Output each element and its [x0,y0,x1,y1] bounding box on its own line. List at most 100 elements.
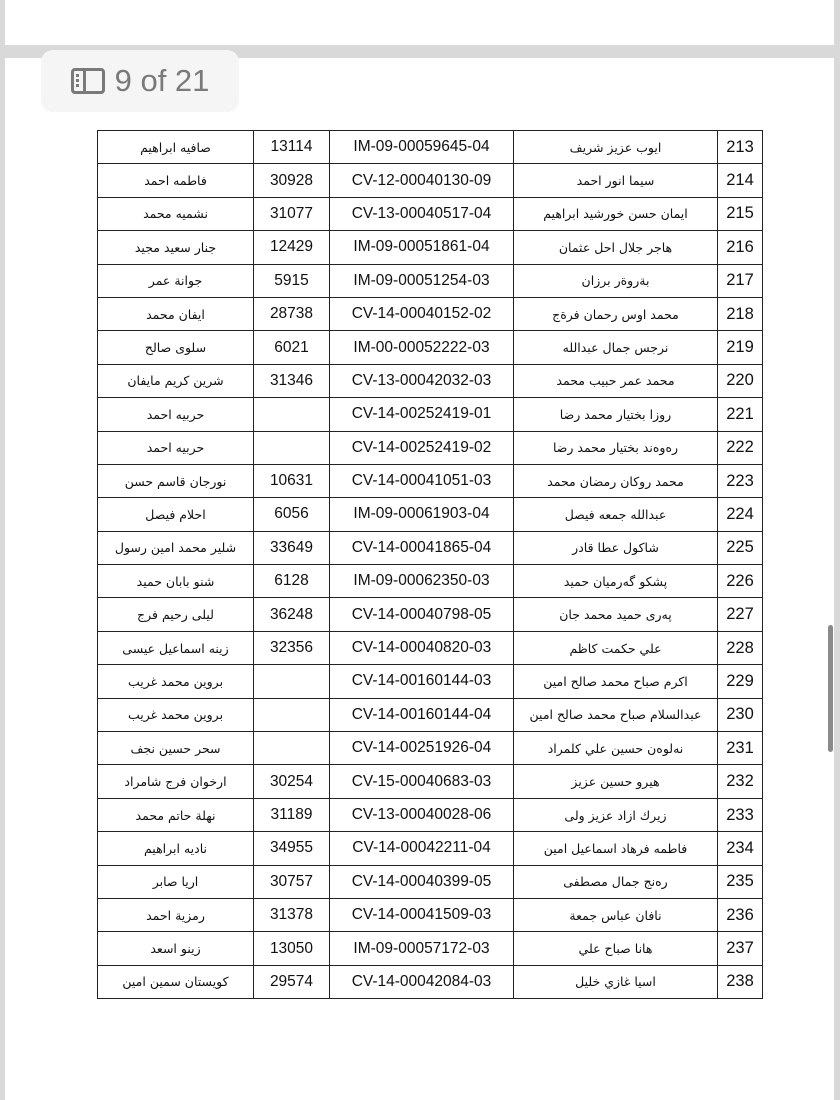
number-cell [253,397,330,432]
number-cell: 13050 [253,931,330,966]
code-cell: IM-09-00057172-03 [329,931,514,966]
code-cell: CV-14-00160144-04 [329,697,514,733]
number-cell [253,697,330,733]
records-table: صافيه ابراهيم 13114 IM-09-00059645-04 ايوب … [97,129,763,1000]
number-cell: 36248 [253,597,330,632]
number-cell: 28738 [253,296,330,332]
row-number-cell: 226 [717,564,763,599]
table-row: بروين محمد غريب CV-14-00160144-04 عبدالسلا… [97,697,763,733]
row-number-cell: 229 [717,664,763,699]
page-indicator[interactable]: 9 of 21 [41,50,239,112]
table-row: بروين محمد غريب CV-14-00160144-03 اكرم صبا… [97,664,763,699]
code-cell: CV-14-00041051-03 [329,463,514,499]
name-cell: ايمان حسن خورشيد ابراهيم [513,196,718,232]
name-cell: علي حكمت كاظم [513,630,718,666]
name-cell: نافان عباس جمعة [513,897,718,933]
table-row: اريا صابر 30757 CV-14-00040399-05 رەنج جمال… [97,864,763,899]
row-number-cell: 235 [717,864,763,899]
mother-name-cell: كويستان سمين امين [97,964,254,1000]
name-cell: شاكول عطا قادر [513,530,718,566]
number-cell: 30254 [253,764,330,799]
mother-name-cell: نورجان قاسم حسن [97,463,254,499]
previous-page [5,0,834,45]
mother-name-cell: رمزية احمد [97,897,254,933]
mother-name-cell: حربيه احمد [97,430,254,465]
number-cell: 30757 [253,864,330,899]
mother-name-cell: جنار سعيد مجيد [97,230,254,265]
row-number-cell: 213 [717,129,763,165]
table-row: فاطمه احمد 30928 CV-12-00040130-09 سيما انو… [97,163,763,198]
code-cell: CV-14-00160144-03 [329,664,514,699]
number-cell: 33649 [253,530,330,566]
table-row: صافيه ابراهيم 13114 IM-09-00059645-04 ايوب … [97,129,763,165]
number-cell: 31189 [253,797,330,833]
row-number-cell: 233 [717,797,763,833]
number-cell [253,430,330,465]
number-cell [253,731,330,766]
row-number-cell: 221 [717,397,763,432]
table-row: شرين كريم مايفان 31346 CV-13-00042032-03 مح… [97,363,763,399]
mother-name-cell: سحر حسين نجف [97,731,254,766]
row-number-cell: 225 [717,530,763,566]
mother-name-cell: حربيه احمد [97,397,254,432]
name-cell: ايوب عزيز شريف [513,129,718,165]
table-row: نهلة حاتم محمد 31189 CV-13-00040028-06 زيرك… [97,797,763,833]
code-cell: IM-09-00051254-03 [329,263,514,298]
number-cell [253,664,330,699]
number-cell: 31378 [253,897,330,933]
table-row: رمزية احمد 31378 CV-14-00041509-03 نافان عب… [97,897,763,933]
name-cell: نەلوەن حسين علي كلمراد [513,731,718,766]
code-cell: IM-00-00052222-03 [329,330,514,365]
mother-name-cell: اريا صابر [97,864,254,899]
number-cell: 6021 [253,330,330,365]
mother-name-cell: ايفان محمد [97,296,254,332]
table-row: شنو بابان حميد 6128 IM-09-00062350-03 پشكو … [97,564,763,599]
number-cell: 34955 [253,831,330,866]
table-row: حربيه احمد CV-14-00252419-01 روزا بختيار م… [97,397,763,432]
name-cell: پشكو گەرميان حميد [513,564,718,599]
number-cell: 13114 [253,129,330,165]
number-cell: 5915 [253,263,330,298]
mother-name-cell: بروين محمد غريب [97,697,254,733]
name-cell: هانا صباح علي [513,931,718,966]
row-number-cell: 223 [717,463,763,499]
name-cell: نرجس جمال عبدالله [513,330,718,365]
name-cell: هاجر جلال احل عثمان [513,230,718,265]
code-cell: IM-09-00062350-03 [329,564,514,599]
sidebar-icon[interactable] [70,68,105,94]
name-cell: محمد اوس رحمان فرةج [513,296,718,332]
row-number-cell: 218 [717,296,763,332]
number-cell: 31346 [253,363,330,399]
table-row: ليلى رحيم فرج 36248 CV-14-00040798-05 پەری … [97,597,763,632]
name-cell: اسيا غازي خليل [513,964,718,1000]
mother-name-cell: نشميه محمد [97,196,254,232]
mother-name-cell: شلير محمد امين رسول [97,530,254,566]
code-cell: CV-14-00040152-02 [329,296,514,332]
code-cell: CV-15-00040683-03 [329,764,514,799]
code-cell: CV-14-00252419-01 [329,397,514,432]
number-cell: 30928 [253,163,330,198]
row-number-cell: 214 [717,163,763,198]
mother-name-cell: ارخوان فرج شامراد [97,764,254,799]
number-cell: 32356 [253,630,330,666]
code-cell: CV-13-00040517-04 [329,196,514,232]
row-number-cell: 234 [717,831,763,866]
name-cell: فاطمه فرهاد اسماعيل امين [513,831,718,866]
code-cell: CV-14-00040798-05 [329,597,514,632]
number-cell: 10631 [253,463,330,499]
code-cell: CV-14-00041865-04 [329,530,514,566]
mother-name-cell: فاطمه احمد [97,163,254,198]
row-number-cell: 236 [717,897,763,933]
row-number-cell: 238 [717,964,763,1000]
row-number-cell: 231 [717,731,763,766]
number-cell: 6128 [253,564,330,599]
scrollbar[interactable] [828,625,833,752]
table-row: سلوى صالح 6021 IM-00-00052222-03 نرجس جمال … [97,330,763,365]
row-number-cell: 215 [717,196,763,232]
table-row: جوانة عمر 5915 IM-09-00051254-03 بةروةر برز… [97,263,763,298]
mother-name-cell: شنو بابان حميد [97,564,254,599]
table-row: زينه اسماعيل عيسى 32356 CV-14-00040820-03 ع… [97,630,763,666]
table-row: ايفان محمد 28738 CV-14-00040152-02 محمد اوس… [97,296,763,332]
row-number-cell: 224 [717,497,763,532]
code-cell: CV-14-00251926-04 [329,731,514,766]
